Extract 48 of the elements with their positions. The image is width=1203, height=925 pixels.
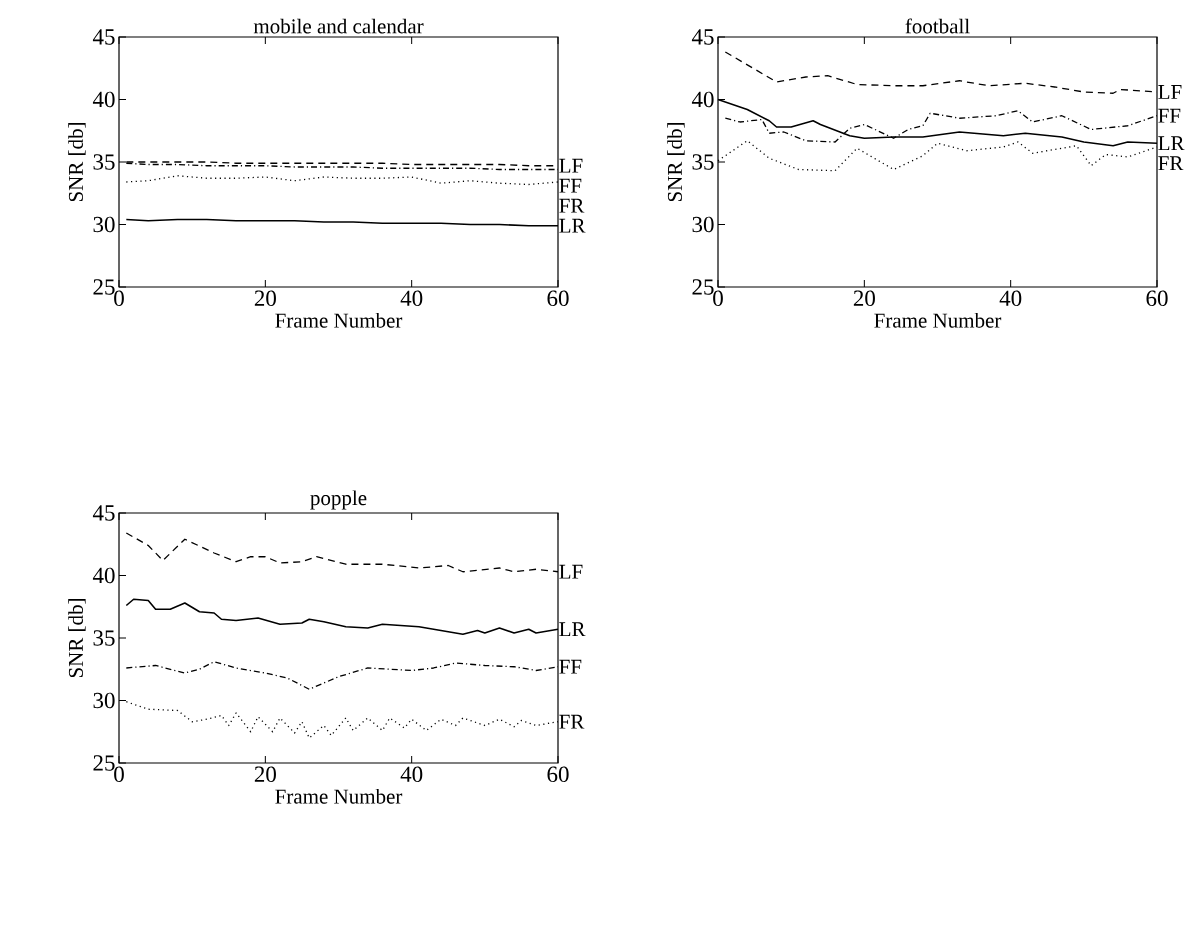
x-tick-label: 40 <box>400 290 423 307</box>
y-axis-title: SNR [db] <box>68 599 86 678</box>
series-label: LR <box>559 622 586 637</box>
x-tick-label: 60 <box>547 766 569 783</box>
y-tick-label: 25 <box>692 279 714 295</box>
x-tick-label: 20 <box>254 766 276 783</box>
y-tick-label: 35 <box>93 630 115 646</box>
x-tick-label: 40 <box>400 766 423 783</box>
y-tick-label: 45 <box>691 29 714 45</box>
x-axis-title: Frame Number <box>275 788 403 804</box>
series-label: FR <box>1158 156 1184 171</box>
x-tick-label: 60 <box>1146 290 1168 307</box>
series-label: FF <box>559 659 582 674</box>
x-tick-label: 40 <box>999 290 1022 307</box>
chart-title: mobile and calendar <box>253 18 424 34</box>
x-tick-label: 20 <box>853 290 875 307</box>
y-tick-label: 30 <box>93 216 115 233</box>
y-tick-label: 40 <box>92 567 115 584</box>
y-tick-label: 30 <box>692 216 714 233</box>
chart-title: football <box>905 18 970 34</box>
y-tick-label: 40 <box>691 91 714 108</box>
y-tick-label: 35 <box>692 154 714 170</box>
series-label: LF <box>559 564 583 579</box>
series-label: LR <box>1158 136 1185 151</box>
series-label: LF <box>1158 85 1182 99</box>
y-axis-title: SNR [db] <box>667 123 685 202</box>
y-tick-label: 40 <box>92 91 115 108</box>
series-label: LR <box>559 218 586 233</box>
x-tick-label: 60 <box>547 290 569 307</box>
y-tick-label: 45 <box>92 505 115 521</box>
y-tick-label: 25 <box>93 755 115 771</box>
series-label: FR <box>559 198 585 213</box>
x-axis-title: Frame Number <box>275 312 403 328</box>
chart-title: popple <box>310 490 367 510</box>
x-tick-label: 0 <box>114 290 124 307</box>
y-axis-title: SNR [db] <box>68 123 86 202</box>
y-tick-label: 45 <box>92 29 115 45</box>
y-tick-label: 35 <box>93 154 115 170</box>
x-tick-label: 20 <box>254 290 276 307</box>
series-label: FF <box>1158 108 1181 123</box>
y-tick-label: 30 <box>93 692 115 709</box>
series-label: FF <box>559 178 582 193</box>
x-tick-label: 0 <box>713 290 723 307</box>
series-label: LF <box>559 158 583 173</box>
x-axis-title: Frame Number <box>874 312 1002 328</box>
series-label: FR <box>559 714 585 729</box>
x-tick-label: 0 <box>114 766 124 783</box>
y-tick-label: 25 <box>93 279 115 295</box>
